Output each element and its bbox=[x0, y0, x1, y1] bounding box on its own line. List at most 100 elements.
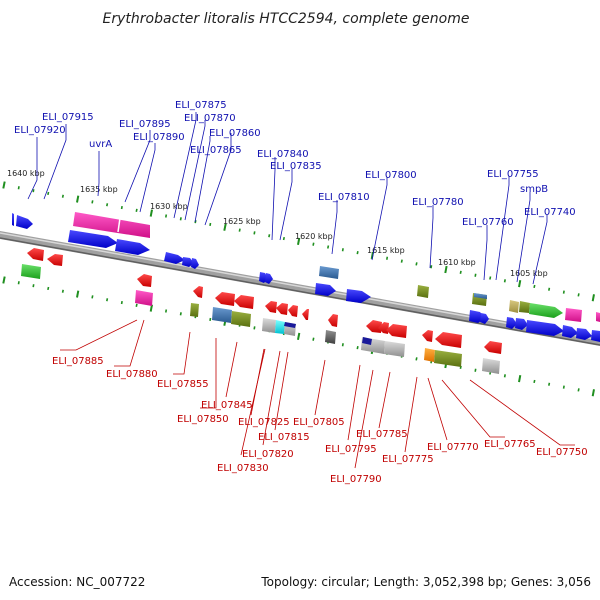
gene-arrow[interactable] bbox=[325, 330, 336, 344]
gene-label[interactable]: ELI_07770 bbox=[427, 442, 479, 453]
gene-arrow[interactable] bbox=[562, 325, 578, 338]
gene-label[interactable]: ELI_07790 bbox=[330, 474, 382, 485]
gene-arrow[interactable] bbox=[417, 285, 429, 298]
scale-tick bbox=[562, 385, 565, 389]
scale-tick bbox=[209, 317, 212, 322]
gene-arrow[interactable] bbox=[482, 358, 500, 374]
gene-arrow[interactable] bbox=[191, 258, 199, 269]
gene-arrow[interactable] bbox=[193, 286, 203, 298]
gene-arrow[interactable] bbox=[190, 303, 199, 317]
gene-label[interactable]: ELI_07850 bbox=[177, 414, 229, 425]
gene-arrow[interactable] bbox=[424, 348, 435, 362]
gene-arrow[interactable] bbox=[265, 273, 273, 284]
gene-arrow[interactable] bbox=[384, 341, 405, 357]
gene-arrow[interactable] bbox=[596, 312, 600, 322]
gene-label[interactable]: ELI_07890 bbox=[133, 132, 185, 143]
gene-label[interactable]: ELI_07805 bbox=[293, 417, 345, 428]
gene-arrow[interactable] bbox=[346, 289, 371, 303]
gene-label[interactable]: ELI_07820 bbox=[242, 449, 294, 460]
gene-arrow[interactable] bbox=[73, 212, 150, 238]
gene-label[interactable]: ELI_07780 bbox=[412, 197, 464, 208]
gene-label[interactable]: ELI_07750 bbox=[536, 447, 588, 458]
gene-arrow[interactable] bbox=[366, 320, 382, 333]
gene-label[interactable]: ELI_07740 bbox=[524, 207, 576, 218]
gene-arrow[interactable] bbox=[434, 350, 462, 367]
gene-arrow[interactable] bbox=[215, 292, 235, 306]
gene-arrow[interactable] bbox=[137, 274, 152, 287]
gene-label[interactable]: ELI_07835 bbox=[270, 161, 322, 172]
gene-label[interactable]: ELI_07795 bbox=[325, 444, 377, 455]
gene-arrow[interactable] bbox=[529, 303, 563, 318]
gene-arrow[interactable] bbox=[288, 305, 298, 317]
gene-arrow[interactable] bbox=[519, 301, 530, 313]
scale-tick bbox=[503, 279, 506, 283]
gene-arrow[interactable] bbox=[480, 313, 489, 324]
gene-arrow[interactable] bbox=[115, 239, 150, 255]
gene-arrow[interactable] bbox=[362, 337, 372, 345]
gene-arrow[interactable] bbox=[182, 257, 194, 267]
gene-arrow[interactable] bbox=[27, 248, 44, 261]
gene-label[interactable]: ELI_07920 bbox=[14, 125, 66, 136]
gene-label[interactable]: ELI_07840 bbox=[257, 149, 309, 160]
gene-arrow[interactable] bbox=[68, 230, 118, 248]
gene-label[interactable]: ELI_07800 bbox=[365, 170, 417, 181]
gene-label[interactable]: ELI_07865 bbox=[190, 145, 242, 156]
gene-arrow[interactable] bbox=[231, 311, 251, 327]
gene-arrow[interactable] bbox=[319, 266, 339, 279]
gene-arrow[interactable] bbox=[276, 303, 288, 315]
gene-arrow[interactable] bbox=[328, 314, 338, 327]
scale-tick bbox=[47, 286, 50, 291]
gene-arrow[interactable] bbox=[284, 322, 296, 328]
gene-arrow[interactable] bbox=[164, 252, 185, 264]
gene-arrow[interactable] bbox=[262, 318, 276, 333]
gene-arrow[interactable] bbox=[47, 254, 63, 266]
gene-label[interactable]: ELI_07845 bbox=[201, 400, 253, 411]
gene-arrow[interactable] bbox=[526, 320, 564, 336]
gene-label[interactable]: ELI_07855 bbox=[157, 379, 209, 390]
gene-label[interactable]: ELI_07895 bbox=[119, 119, 171, 130]
gene-arrow[interactable] bbox=[509, 300, 519, 313]
gene-label[interactable]: ELI_07825 bbox=[238, 417, 290, 428]
gene-arrow[interactable] bbox=[422, 330, 433, 342]
bottom-leader-lines bbox=[60, 319, 575, 469]
gene-arrow[interactable] bbox=[21, 264, 41, 279]
gene-arrow[interactable] bbox=[515, 318, 528, 330]
gene-arrow[interactable] bbox=[386, 324, 407, 338]
gene-arrow[interactable] bbox=[302, 309, 309, 320]
gene-arrow[interactable] bbox=[484, 341, 502, 354]
gene-label[interactable]: ELI_07880 bbox=[106, 369, 158, 380]
gene-arrow[interactable] bbox=[16, 215, 33, 229]
gene-label[interactable]: ELI_07860 bbox=[209, 128, 261, 139]
gene-label[interactable]: ELI_07885 bbox=[52, 356, 104, 367]
gene-label[interactable]: ELI_07875 bbox=[175, 100, 227, 111]
gene-arrow[interactable] bbox=[135, 290, 153, 306]
gene-label[interactable]: ELI_07915 bbox=[42, 112, 94, 123]
gene-label[interactable]: ELI_07830 bbox=[217, 463, 269, 474]
top-leader-lines bbox=[27, 112, 548, 285]
gene-label[interactable]: uvrA bbox=[89, 139, 112, 150]
gene-label[interactable]: ELI_07775 bbox=[382, 454, 434, 465]
gene-label[interactable]: ELI_07815 bbox=[258, 432, 310, 443]
gene-arrow[interactable] bbox=[212, 307, 232, 323]
gene-arrow[interactable] bbox=[591, 330, 600, 342]
scale-tick bbox=[32, 189, 35, 193]
gene-arrow[interactable] bbox=[378, 322, 389, 334]
gene-arrow[interactable] bbox=[565, 308, 582, 322]
gene-arrow[interactable] bbox=[506, 317, 517, 329]
gene-label[interactable]: ELI_07765 bbox=[484, 439, 536, 450]
gene-arrow[interactable] bbox=[265, 301, 277, 313]
gene-arrow[interactable] bbox=[435, 332, 462, 348]
gene-arrow[interactable] bbox=[576, 328, 592, 340]
gene-arrow[interactable] bbox=[315, 283, 336, 296]
gene-arrow[interactable] bbox=[275, 320, 285, 334]
gene-arrow[interactable] bbox=[12, 213, 14, 226]
gene-arrow[interactable] bbox=[474, 293, 487, 299]
scale-tick bbox=[61, 194, 64, 198]
gene-label[interactable]: ELI_07785 bbox=[356, 429, 408, 440]
gene-label[interactable]: ELI_07755 bbox=[487, 169, 539, 180]
gene-label[interactable]: ELI_07760 bbox=[462, 217, 514, 228]
gene-label[interactable]: smpB bbox=[520, 184, 548, 195]
gene-label[interactable]: ELI_07870 bbox=[184, 113, 236, 124]
gene-label[interactable]: ELI_07810 bbox=[318, 192, 370, 203]
gene-arrow[interactable] bbox=[234, 295, 254, 309]
